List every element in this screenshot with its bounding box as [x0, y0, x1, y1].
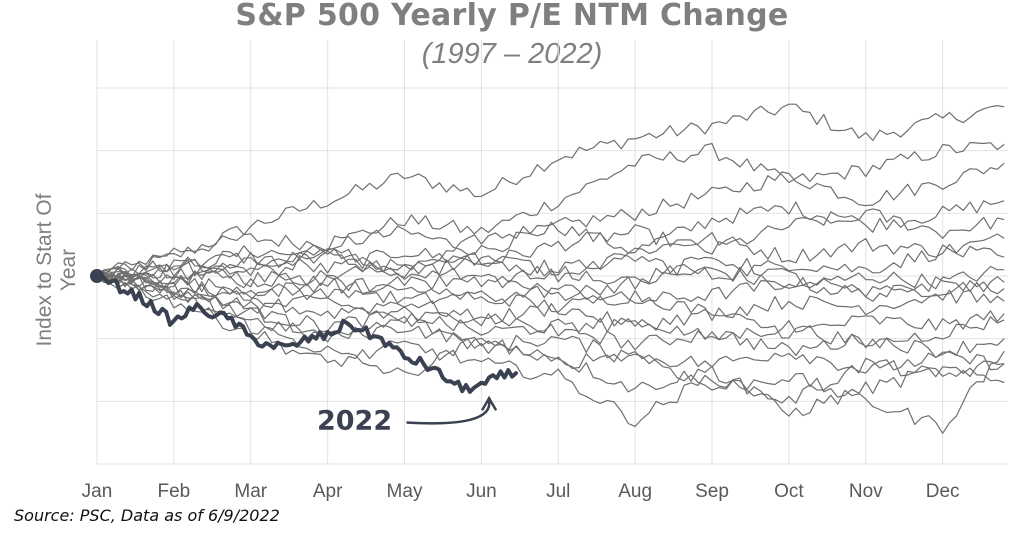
- start-point-marker: [90, 269, 104, 283]
- historical-series-line: [96, 162, 1005, 277]
- x-tick-label: Jan: [82, 481, 113, 502]
- historical-series-line: [96, 264, 1005, 301]
- historical-series-line: [96, 208, 1005, 279]
- historical-series-line: [96, 272, 1005, 349]
- x-tick-label: Oct: [774, 481, 804, 502]
- x-tick-label: May: [387, 481, 423, 502]
- historical-series-line: [96, 272, 1005, 322]
- chart-title: S&P 500 Yearly P/E NTM Change: [235, 0, 789, 33]
- source-note: Source: PSC, Data as of 6/9/2022: [14, 506, 280, 525]
- historical-series-line: [96, 271, 1005, 339]
- historical-series-line: [96, 232, 1005, 286]
- historical-series-line: [96, 103, 1005, 277]
- x-tick-label: Mar: [234, 481, 267, 502]
- x-tick-label: Feb: [158, 481, 191, 502]
- historical-series-line: [96, 200, 1005, 283]
- x-tick-label: Jul: [546, 481, 570, 502]
- annotation-2022-label: 2022: [317, 406, 392, 437]
- historical-series-line: [96, 248, 1005, 298]
- historical-series-line: [96, 272, 1005, 305]
- x-tick-label: Sep: [695, 481, 729, 502]
- historical-series-line: [96, 273, 1005, 417]
- annotation-arrow: [406, 401, 491, 425]
- historical-series-line: [96, 273, 1005, 434]
- historical-series-line: [96, 274, 1005, 359]
- x-tick-label: Apr: [313, 481, 343, 502]
- chart-subtitle: (1997 – 2022): [421, 38, 603, 70]
- historical-series-line: [96, 244, 1005, 289]
- x-tick-label: Nov: [849, 481, 883, 502]
- x-tick-label: Dec: [926, 481, 960, 502]
- x-tick-label: Jun: [466, 481, 497, 502]
- series-2022-line: [95, 271, 518, 394]
- annotation-arrowhead: [480, 395, 498, 411]
- historical-series-line: [96, 141, 1005, 277]
- x-tick-label: Aug: [618, 481, 652, 502]
